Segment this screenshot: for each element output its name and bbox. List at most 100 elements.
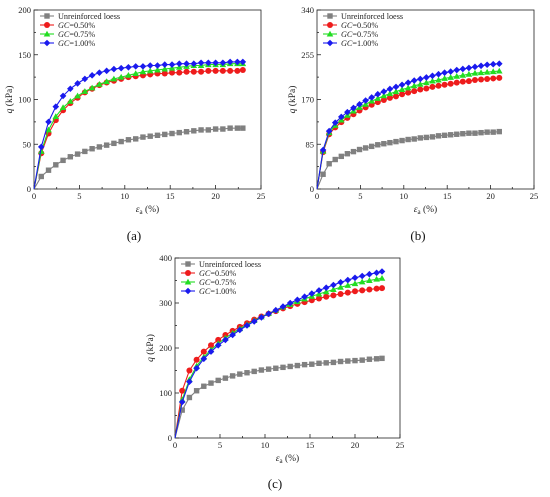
data-point [386,94,393,101]
y-tick-label: 200 [159,343,172,353]
data-point [358,278,366,285]
x-tick-label: 10 [261,440,270,450]
data-point [471,77,478,84]
x-tick-label: 0 [32,191,36,201]
data-point [197,59,205,67]
data-point [280,364,286,371]
data-point [316,360,322,366]
legend-label: Unreinforced loess [58,12,120,21]
data-point [392,83,400,91]
x-tick-label: 15 [443,191,452,201]
series-0 [33,125,246,190]
data-point [258,314,265,321]
data-point [272,306,280,314]
data-point [471,63,479,71]
panel-label: (b) [410,228,425,243]
data-point [179,407,185,413]
legend-marker [185,261,191,267]
data-point [344,108,351,116]
data-point [212,59,219,67]
chart-panel-1: 0 5 10 15 20 25 0 85 170 255 340 εa (%) q (kPa) Unrei… [287,5,538,243]
y-tick-label: 0 [168,433,172,443]
data-point [379,355,385,362]
data-point [441,69,448,76]
data-point [198,127,204,133]
y-tick-label: 0 [27,184,31,194]
data-point [193,364,200,372]
legend-label: GC=0.50% [58,21,95,30]
data-point [251,368,257,375]
data-point [429,83,436,90]
y-tick-label: 255 [301,50,314,60]
data-point [205,59,212,67]
x-tick-label: 0 [315,191,319,201]
data-point [301,361,308,368]
data-point [352,357,358,364]
data-point [74,80,81,87]
data-point [96,69,103,76]
data-point [345,358,351,364]
data-point [352,288,358,295]
data-point [495,60,503,67]
data-point [74,92,81,99]
data-point [323,293,330,300]
data-point [67,85,74,93]
data-point [362,97,369,104]
data-point [279,303,287,310]
data-point [495,67,503,74]
data-point [265,310,272,318]
data-point [67,154,74,160]
data-point [322,288,330,295]
legend-marker [326,30,334,37]
data-point [489,68,497,75]
data-point [229,331,236,339]
data-point [337,283,344,290]
data-point [373,356,380,362]
x-tick-label: 25 [396,440,405,450]
data-point [393,138,399,145]
legend-marker [185,270,191,276]
data-point [459,65,467,73]
data-point [392,88,400,95]
legend-marker [43,39,51,47]
data-point [454,131,460,137]
legend-label: Unreinforced loess [341,12,403,21]
data-point [117,64,125,72]
legend-marker [327,13,333,19]
data-point [331,119,339,126]
data-point [373,285,380,292]
data-point [344,289,351,296]
data-point [435,133,442,139]
data-point [37,148,45,154]
data-point [45,167,52,173]
data-point [162,131,168,138]
data-point [496,74,503,81]
data-point [398,86,406,92]
data-point [429,77,436,84]
data-point [178,398,186,406]
data-point [373,269,380,277]
data-point [186,367,193,374]
data-point [490,129,496,135]
x-tick-label: 0 [173,440,177,450]
y-axis-label: q (kPa) [287,86,298,114]
data-point [356,100,363,108]
data-point [330,292,337,299]
data-point [496,128,502,135]
data-point [222,336,229,344]
data-point [96,80,103,87]
y-tick-label: 0 [310,184,314,194]
data-point [176,69,183,76]
data-point [410,77,418,84]
data-point [125,63,132,71]
data-point [161,61,169,68]
data-point [154,132,161,138]
data-point [435,70,442,78]
data-point [191,128,197,134]
legend-label: GC=0.75% [341,30,378,39]
data-point [344,276,352,284]
data-point [386,90,394,97]
data-point [161,65,169,72]
data-point [344,151,351,157]
